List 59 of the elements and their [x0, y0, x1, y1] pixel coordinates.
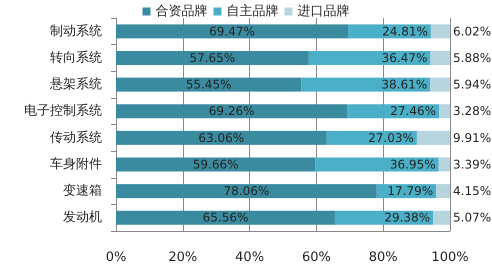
- bar: [436, 184, 450, 198]
- y-tick-label: 传动系统: [50, 130, 102, 146]
- y-tick-label: 发动机: [63, 210, 102, 226]
- y-tick-label: 转向系统: [50, 50, 102, 66]
- bar: [116, 130, 327, 145]
- data-label: 57.65%: [189, 50, 236, 65]
- data-label: 5.07%: [453, 210, 492, 225]
- bar: [416, 130, 450, 145]
- bar: [433, 210, 450, 225]
- x-tick-label: 80%: [368, 250, 398, 265]
- data-label: 69.47%: [209, 24, 255, 38]
- data-label: 65.56%: [202, 210, 248, 225]
- data-label: 29.38%: [384, 210, 430, 225]
- data-label: 3.28%: [453, 104, 492, 118]
- legend-label: 进口品牌: [298, 4, 350, 19]
- x-tick-label: 60%: [302, 250, 331, 265]
- data-label: 27.46%: [390, 104, 436, 118]
- bar: [116, 78, 302, 92]
- x-tick-label: 0%: [106, 250, 126, 265]
- bar: [308, 50, 430, 65]
- data-label: 9.91%: [453, 130, 492, 145]
- data-label: 69.26%: [208, 104, 255, 118]
- data-label: 55.45%: [186, 78, 232, 92]
- y-tick-label: 变速箱: [63, 184, 102, 199]
- x-tick-label: 20%: [168, 250, 198, 265]
- data-label: 4.15%: [453, 184, 492, 198]
- bar: [116, 210, 335, 225]
- data-label: 63.06%: [198, 130, 244, 145]
- data-label: 78.06%: [223, 184, 270, 198]
- data-label: 38.61%: [381, 78, 428, 92]
- data-label: 59.66%: [192, 157, 239, 172]
- data-label: 3.39%: [453, 157, 492, 172]
- bar: [439, 104, 450, 118]
- data-label: 5.88%: [453, 50, 492, 65]
- bar: [116, 24, 348, 38]
- bar: [430, 78, 450, 92]
- bar: [301, 78, 430, 92]
- data-label: 17.79%: [387, 184, 434, 198]
- bar: [116, 104, 348, 118]
- data-label: 24.81%: [382, 24, 428, 38]
- bar: [430, 24, 450, 38]
- x-tick-label: 40%: [235, 250, 264, 265]
- x-tick-label: 100%: [431, 250, 469, 265]
- data-label: 36.95%: [390, 157, 436, 172]
- legend-label: 自主品牌: [226, 3, 278, 19]
- data-label: 5.94%: [453, 78, 492, 92]
- bar: [430, 50, 450, 65]
- bar: [116, 184, 377, 198]
- y-tick-label: 悬架系统: [49, 77, 102, 92]
- y-tick-label: 电子控制系统: [24, 104, 102, 119]
- y-tick-label: 车身附件: [50, 156, 102, 172]
- data-label: 36.47%: [382, 50, 428, 65]
- legend-label: 合资品牌: [156, 4, 208, 19]
- data-label: 6.02%: [453, 24, 492, 38]
- data-label: 27.03%: [368, 130, 414, 145]
- bar: [116, 50, 309, 65]
- y-tick-label: 制动系统: [50, 24, 102, 39]
- bar: [116, 157, 316, 172]
- bar: [438, 157, 450, 172]
